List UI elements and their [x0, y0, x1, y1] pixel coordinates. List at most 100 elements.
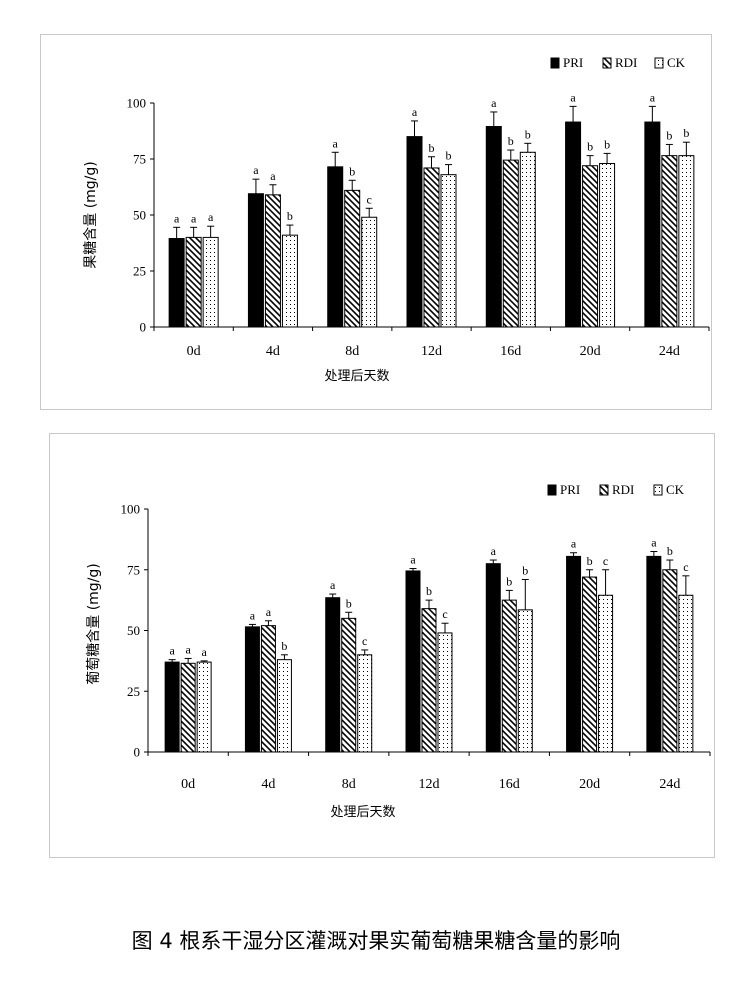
bar	[598, 594, 614, 753]
significance-letter: a	[208, 210, 214, 224]
legend: PRI RDI CK	[547, 482, 685, 497]
bar	[661, 155, 678, 328]
x-tick-label: 4d	[266, 344, 280, 359]
significance-letter: a	[491, 544, 497, 558]
y-tick-label: 100	[121, 502, 141, 517]
significance-letter: b	[604, 137, 610, 151]
legend-label: RDI	[615, 55, 637, 70]
significance-letter: c	[442, 607, 447, 621]
y-tick-label: 25	[133, 264, 146, 279]
y-tick-label: 75	[127, 562, 140, 577]
y-tick-label: 25	[127, 684, 140, 699]
bar	[646, 555, 662, 753]
bar	[599, 162, 616, 328]
significance-letter: a	[174, 211, 180, 225]
bar	[501, 599, 517, 753]
figure-caption: 图 4 根系干湿分区灌溉对果实葡萄糖果糖含量的影响	[131, 929, 621, 953]
bar	[247, 193, 264, 328]
significance-letter: a	[491, 96, 497, 110]
bar	[196, 661, 212, 753]
legend-label: PRI	[560, 482, 580, 497]
bar	[440, 174, 457, 328]
x-tick-label: 0d	[187, 344, 201, 359]
legend-swatch	[653, 484, 663, 496]
significance-letter: b	[429, 141, 435, 155]
significance-letter: b	[667, 544, 673, 558]
legend-swatch	[602, 57, 612, 69]
x-tick-label: 24d	[659, 777, 680, 792]
bar	[180, 662, 196, 753]
significance-letter: a	[191, 211, 197, 225]
bar	[281, 234, 298, 328]
significance-letter: a	[253, 163, 259, 177]
significance-letter: a	[169, 644, 175, 658]
significance-letter: b	[666, 128, 672, 142]
significance-letter: b	[281, 639, 287, 653]
bar	[168, 238, 185, 328]
significance-letter: b	[349, 164, 355, 178]
y-tick-label: 0	[140, 320, 147, 335]
legend-label: RDI	[612, 482, 634, 497]
legend-swatch	[550, 57, 560, 69]
legend-label: CK	[667, 55, 686, 70]
x-tick-label: 4d	[261, 777, 275, 792]
bar	[678, 594, 694, 753]
bar	[406, 136, 423, 328]
fructose-chart-panel: 0 25 50 75 100 0d 4d 8d 12d 16d 20d 24d a a a a a a a a a b b b…	[40, 34, 712, 410]
significance-letter: b	[426, 584, 432, 598]
y-axis-title: 葡萄糖含量 (mg/g)	[86, 563, 102, 685]
significance-letter: b	[525, 127, 531, 141]
bar	[276, 659, 292, 753]
y-tick-label: 0	[134, 745, 141, 760]
legend-label: PRI	[563, 55, 583, 70]
bar	[662, 569, 678, 753]
bar	[327, 166, 344, 328]
y-tick-label: 50	[127, 623, 140, 638]
bar	[423, 167, 440, 328]
y-tick-label: 50	[133, 208, 146, 223]
y-tick-label: 100	[127, 96, 147, 111]
bar	[517, 609, 533, 753]
significance-letter: c	[683, 560, 688, 574]
significance-letter: a	[412, 105, 418, 119]
bar	[325, 597, 341, 753]
bar	[344, 189, 361, 328]
bar	[421, 608, 437, 753]
bar	[485, 126, 502, 328]
bar	[502, 159, 519, 328]
y-axis-title: 果糖含量 (mg/g)	[83, 161, 99, 269]
bar	[519, 151, 536, 328]
legend-label: CK	[666, 482, 685, 497]
bar	[185, 236, 202, 328]
x-tick-label: 8d	[342, 777, 356, 792]
significance-letter: b	[287, 209, 293, 223]
significance-letter: a	[270, 169, 276, 183]
bar	[644, 121, 661, 328]
bar	[341, 617, 357, 753]
legend-swatch	[599, 484, 609, 496]
bar	[582, 576, 598, 753]
bar	[260, 625, 276, 753]
significance-letter: b	[506, 574, 512, 588]
significance-letter: a	[410, 553, 416, 567]
x-tick-label: 20d	[579, 777, 600, 792]
glucose-chart-panel: 0 25 50 75 100 0d 4d 8d 12d 16d 20d 24d a a a a a a a a a b b b…	[49, 433, 715, 858]
legend-swatch	[654, 57, 664, 69]
bar	[361, 216, 378, 328]
bar	[357, 654, 373, 753]
bar	[437, 632, 453, 753]
significance-letter: a	[651, 536, 657, 550]
significance-letter: c	[603, 554, 608, 568]
x-tick-label: 8d	[345, 344, 359, 359]
bar	[582, 165, 599, 328]
significance-letter: a	[330, 578, 336, 592]
x-axis-title: 处理后天数	[330, 805, 395, 820]
significance-letter: a	[266, 605, 272, 619]
y-tick-label: 75	[133, 152, 146, 167]
x-tick-label: 16d	[500, 344, 521, 359]
significance-letter: b	[508, 134, 514, 148]
bar	[202, 236, 219, 328]
significance-letter: b	[346, 596, 352, 610]
x-axis-title: 处理后天数	[324, 369, 389, 384]
